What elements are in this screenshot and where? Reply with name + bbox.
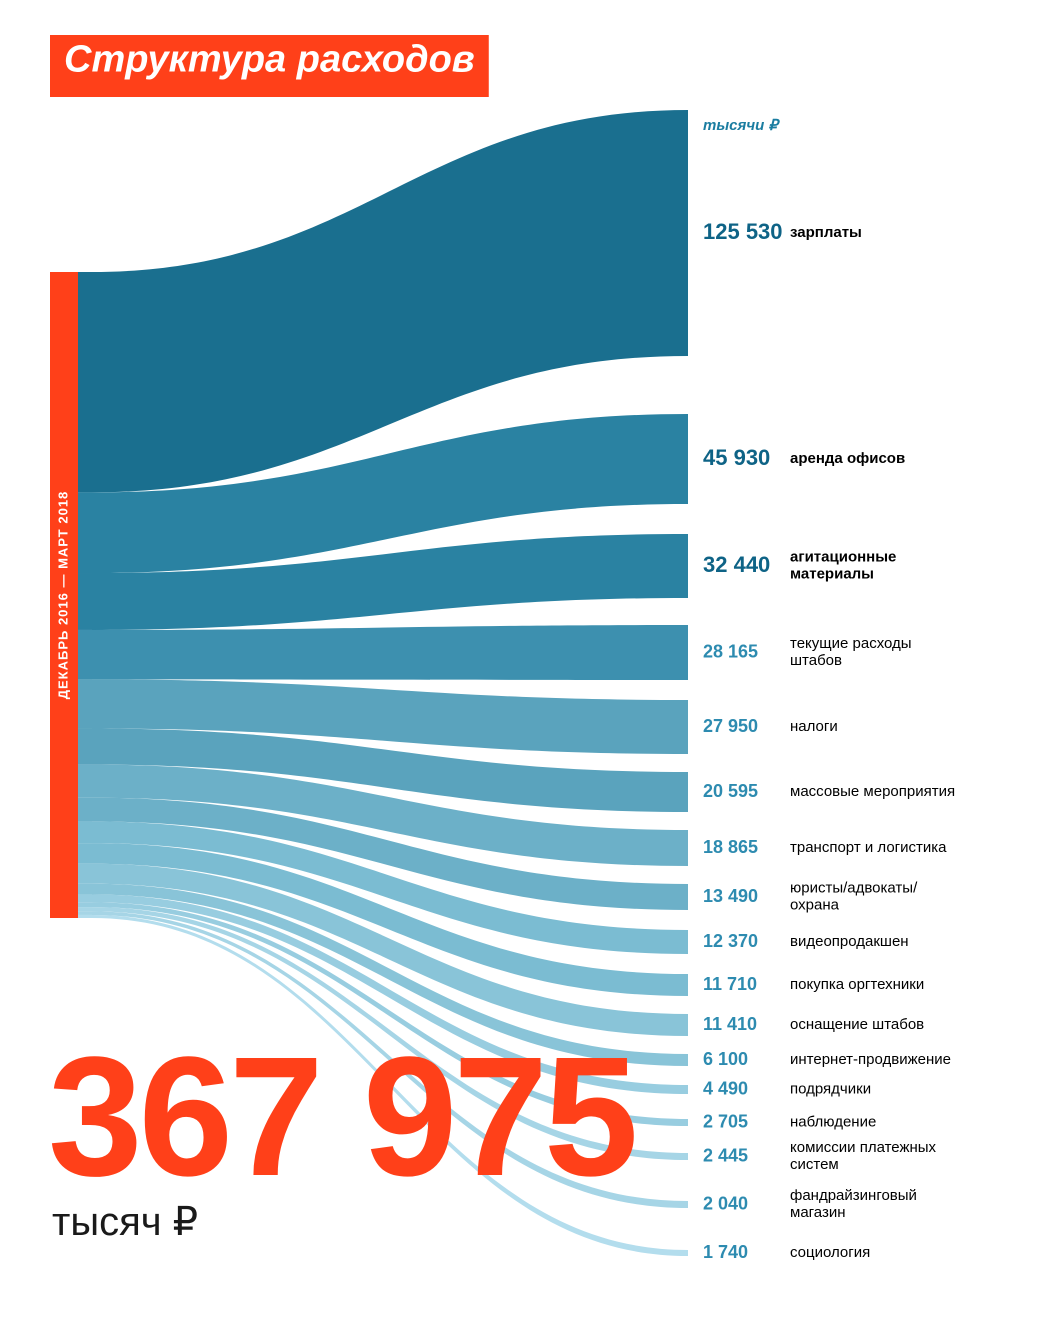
flow-label: юристы/адвокаты/	[790, 879, 918, 896]
sankey-infographic: ДЕКАБРЬ 2016 — МАРТ 2018 125 530 зарплаты 4…	[0, 0, 1050, 1340]
flow-label: фандрайзинговый	[790, 1187, 917, 1204]
flow-value: 20 595	[703, 781, 758, 801]
period-label: ДЕКАБРЬ 2016 — МАРТ 2018	[55, 491, 70, 700]
flow-value: 2 705	[703, 1111, 748, 1131]
flow-label: зарплаты	[790, 224, 862, 241]
flow-label: наблюдение	[790, 1113, 876, 1130]
flow-value: 32 440	[703, 552, 770, 577]
flow-label: транспорт и логистика	[790, 839, 947, 856]
flow-value: 27 950	[703, 716, 758, 736]
flow-value: 2 445	[703, 1145, 748, 1165]
flow	[92, 625, 688, 680]
flow-label: покупка оргтехники	[790, 976, 924, 993]
flow-value: 11 410	[703, 1014, 757, 1034]
flow-label: охрана	[790, 896, 840, 913]
flow-value: 125 530	[703, 219, 783, 244]
flow-label: аренда офисов	[790, 450, 905, 467]
flow-value: 45 930	[703, 445, 770, 470]
flow-value: 6 100	[703, 1049, 748, 1069]
flow-label: массовые мероприятия	[790, 783, 955, 800]
flow-label: штабов	[790, 652, 842, 669]
flow-label: магазин	[790, 1204, 846, 1221]
flow-label: агитационные	[790, 548, 896, 565]
flow-label: комиссии платежных	[790, 1139, 937, 1156]
page-title: Структура расходов	[64, 38, 475, 80]
flow-value: 28 165	[703, 641, 758, 661]
flow-value: 1 740	[703, 1242, 748, 1262]
flow-value: 13 490	[703, 886, 758, 906]
flow-label: интернет-продвижение	[790, 1051, 951, 1068]
flow-label: материалы	[790, 565, 874, 582]
flow-label: текущие расходы	[790, 635, 912, 652]
flow-value: 11 710	[703, 974, 757, 994]
total-number: 367 975	[48, 1022, 635, 1212]
total-unit: тысяч ₽	[52, 1200, 198, 1244]
flow-value: 12 370	[703, 931, 758, 951]
flow-label: видеопродакшен	[790, 933, 909, 950]
flow-value: 18 865	[703, 837, 758, 857]
flow-label: оснащение штабов	[790, 1016, 924, 1033]
flow-label: налоги	[790, 718, 838, 735]
flow-label: подрядчики	[790, 1080, 871, 1097]
flow-label: систем	[790, 1156, 839, 1173]
flow-value: 2 040	[703, 1193, 748, 1213]
flow-value: 4 490	[703, 1078, 748, 1098]
units-label: тысячи ₽	[703, 117, 780, 134]
flow-label: социология	[790, 1244, 870, 1261]
